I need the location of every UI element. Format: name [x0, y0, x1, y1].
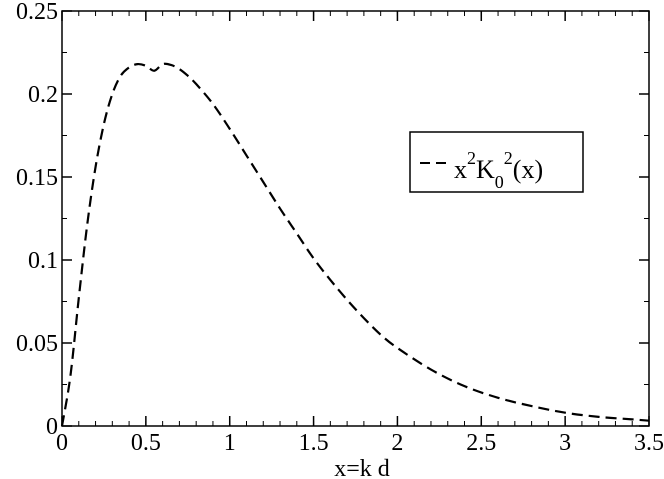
y-tick-label: 0.25	[16, 0, 58, 25]
plot-area	[61, 10, 650, 427]
x-tick-label: 3.5	[634, 430, 664, 456]
y-tick-label: 0.15	[16, 165, 58, 191]
y-tick-label: 0.05	[16, 331, 58, 357]
plot-frame	[61, 10, 650, 427]
x-tick-label: 1.5	[299, 430, 329, 456]
x-tick-label: 0.5	[131, 430, 161, 456]
series-curves	[60, 62, 650, 427]
legend-k: K	[476, 155, 495, 184]
y-tick-label: 0.2	[28, 82, 58, 108]
legend-x: x	[454, 155, 467, 184]
legend-arg: (x)	[513, 155, 543, 184]
legend-label: x2K02(x)	[454, 148, 543, 192]
legend-k-sub: 0	[495, 172, 504, 192]
x-tick-label: 1	[224, 430, 236, 456]
legend-k-exp: 2	[504, 148, 513, 168]
x-tick-label: 0	[56, 430, 68, 456]
y-tick-label: 0	[46, 414, 58, 440]
legend-x-exp: 2	[467, 148, 476, 168]
axis-ticks: 0 0.5 1 1.5 2 2.5 3 3.5 0 0.05 0.1 0.15 0.2 0.25	[16, 0, 664, 456]
x-axis-title: x=k d	[334, 456, 390, 479]
x-tick-label: 2	[391, 430, 403, 456]
legend: x2K02(x)	[409, 131, 584, 193]
x-tick-label: 3	[559, 430, 571, 456]
y-tick-label: 0.1	[28, 248, 58, 274]
x-tick-label: 2.5	[466, 430, 496, 456]
series-line-0	[60, 62, 650, 427]
